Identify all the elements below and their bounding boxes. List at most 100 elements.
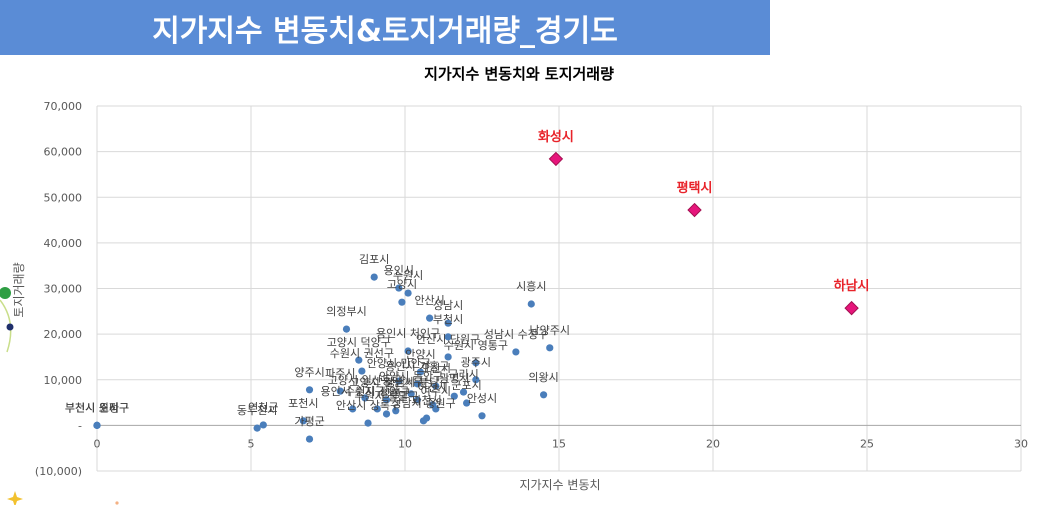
data-point xyxy=(349,405,357,413)
point-label: 성남시 수정구 xyxy=(484,328,548,341)
gridlines xyxy=(96,105,1022,472)
x-tick-label: 30 xyxy=(1014,437,1028,450)
data-point xyxy=(472,376,480,384)
data-point xyxy=(546,344,554,352)
header-banner: 지가지수 변동치&토지거래량_경기도 xyxy=(0,0,770,55)
highlight-label: 하남시 xyxy=(834,278,870,294)
decor-small-dot xyxy=(115,501,119,505)
point-label: 수원시 권선구 xyxy=(330,347,394,360)
point-label: 오산시 xyxy=(421,362,451,375)
data-point xyxy=(416,368,424,376)
point-label: 고양시 일산동구 xyxy=(328,373,402,387)
point-label: 이천시 xyxy=(418,380,448,394)
data-point xyxy=(432,382,440,390)
data-point xyxy=(413,396,421,404)
highlight-label: 평택시 xyxy=(677,180,713,196)
y-tick-label: 60,000 xyxy=(44,146,83,159)
point-label: 부천시 오정구 xyxy=(65,400,129,414)
point-label: 안산시 xyxy=(414,294,444,307)
point-label: 군포시 xyxy=(451,379,481,392)
point-label: 성남시 분당구 xyxy=(385,376,449,389)
data-point xyxy=(459,388,468,396)
y-tick-label: 50,000 xyxy=(44,191,83,204)
data-point xyxy=(478,412,486,420)
point-label: 시흥시 xyxy=(516,279,546,293)
data-point xyxy=(450,392,458,400)
decor-green-dot xyxy=(0,287,11,299)
data-point xyxy=(404,289,412,297)
data-point xyxy=(373,405,381,413)
y-tick-label: 70,000 xyxy=(44,100,83,113)
point-label: 광명시 xyxy=(439,372,469,385)
header-title: 지가지수 변동치&토지거래량_경기도 xyxy=(152,13,618,49)
point-label: 성남시 중원구 xyxy=(391,397,455,410)
y-tick-label: 10,000 xyxy=(44,374,83,387)
data-point xyxy=(361,394,369,402)
x-tick-label: 0 xyxy=(94,437,101,450)
point-label: 고양시 덕양구 xyxy=(327,336,391,349)
data-points xyxy=(93,151,859,443)
data-point xyxy=(358,367,366,375)
tick-labels: 0 5 10 15 20 25 30 70,000 60,000 50,000 40,000 30,0… xyxy=(35,100,1028,478)
point-label: 용인시 기흥구 xyxy=(385,359,449,373)
data-point xyxy=(472,359,480,367)
point-label: 구리시 xyxy=(448,368,478,381)
point-label: 파주시 xyxy=(325,367,355,380)
data-point xyxy=(407,390,415,398)
x-tick-label: 15 xyxy=(552,437,566,450)
point-label: 과천시 xyxy=(411,393,441,407)
data-point xyxy=(382,410,391,418)
point-label: 의왕시 xyxy=(528,371,558,384)
data-point xyxy=(392,407,400,415)
x-tick-label: 10 xyxy=(398,437,412,450)
point-label: 수원시 영통구 xyxy=(444,339,508,352)
point-label: 안양시 xyxy=(405,348,435,361)
decor-navy-dot xyxy=(6,323,14,331)
x-tick-label: 20 xyxy=(706,437,720,450)
point-label: 부천시 xyxy=(433,312,463,326)
point-label: 용인시 처인구 xyxy=(376,327,440,340)
point-label: 수원시 장안구 xyxy=(345,385,409,398)
x-axis-title: 지가지수 변동치 xyxy=(519,478,600,492)
point-label: 광주시 xyxy=(461,356,491,369)
point-label: 부천시 원미구 xyxy=(65,400,129,414)
data-point xyxy=(93,421,101,429)
x-tick-label: 25 xyxy=(860,437,874,450)
point-label: 수원시 xyxy=(393,269,423,282)
data-point xyxy=(432,405,440,413)
data-point xyxy=(253,424,261,432)
y-tick-label: 30,000 xyxy=(44,283,83,296)
point-label: 양주시 xyxy=(294,366,324,379)
data-point xyxy=(404,347,412,355)
point-label: 여주시 xyxy=(421,385,451,398)
chart-title: 지가지수 변동치와 토지거래량 xyxy=(424,65,614,83)
data-point xyxy=(342,325,351,333)
y-axis-title: 토지거래량 xyxy=(12,262,26,317)
data-point xyxy=(305,435,314,443)
data-point xyxy=(395,377,403,385)
point-label: 부천시 소사구 xyxy=(65,400,129,414)
data-point xyxy=(364,419,372,427)
point-label: 안양시 만안구 xyxy=(367,357,431,370)
decor-sparkle-icon xyxy=(7,491,23,505)
data-point xyxy=(395,284,403,292)
point-label: 성남시 xyxy=(433,299,463,312)
data-point xyxy=(398,298,406,306)
point-label: 용인시 수지구 xyxy=(321,385,385,398)
data-point xyxy=(444,333,452,341)
data-point xyxy=(426,314,434,322)
point-label: 안양시 동안구 xyxy=(379,370,443,383)
data-point xyxy=(444,319,452,327)
highlight-point xyxy=(548,151,564,167)
highlight-point xyxy=(687,202,702,218)
point-label: 안산시 상록구 xyxy=(336,399,400,412)
data-point xyxy=(355,356,363,364)
point-label: 연천군 xyxy=(248,400,278,414)
y-tick-label: 20,000 xyxy=(44,328,83,341)
decoration xyxy=(0,287,119,505)
data-point xyxy=(413,380,421,388)
point-label: 양평군 xyxy=(381,387,411,400)
y-tick-label: (10,000) xyxy=(35,465,82,478)
